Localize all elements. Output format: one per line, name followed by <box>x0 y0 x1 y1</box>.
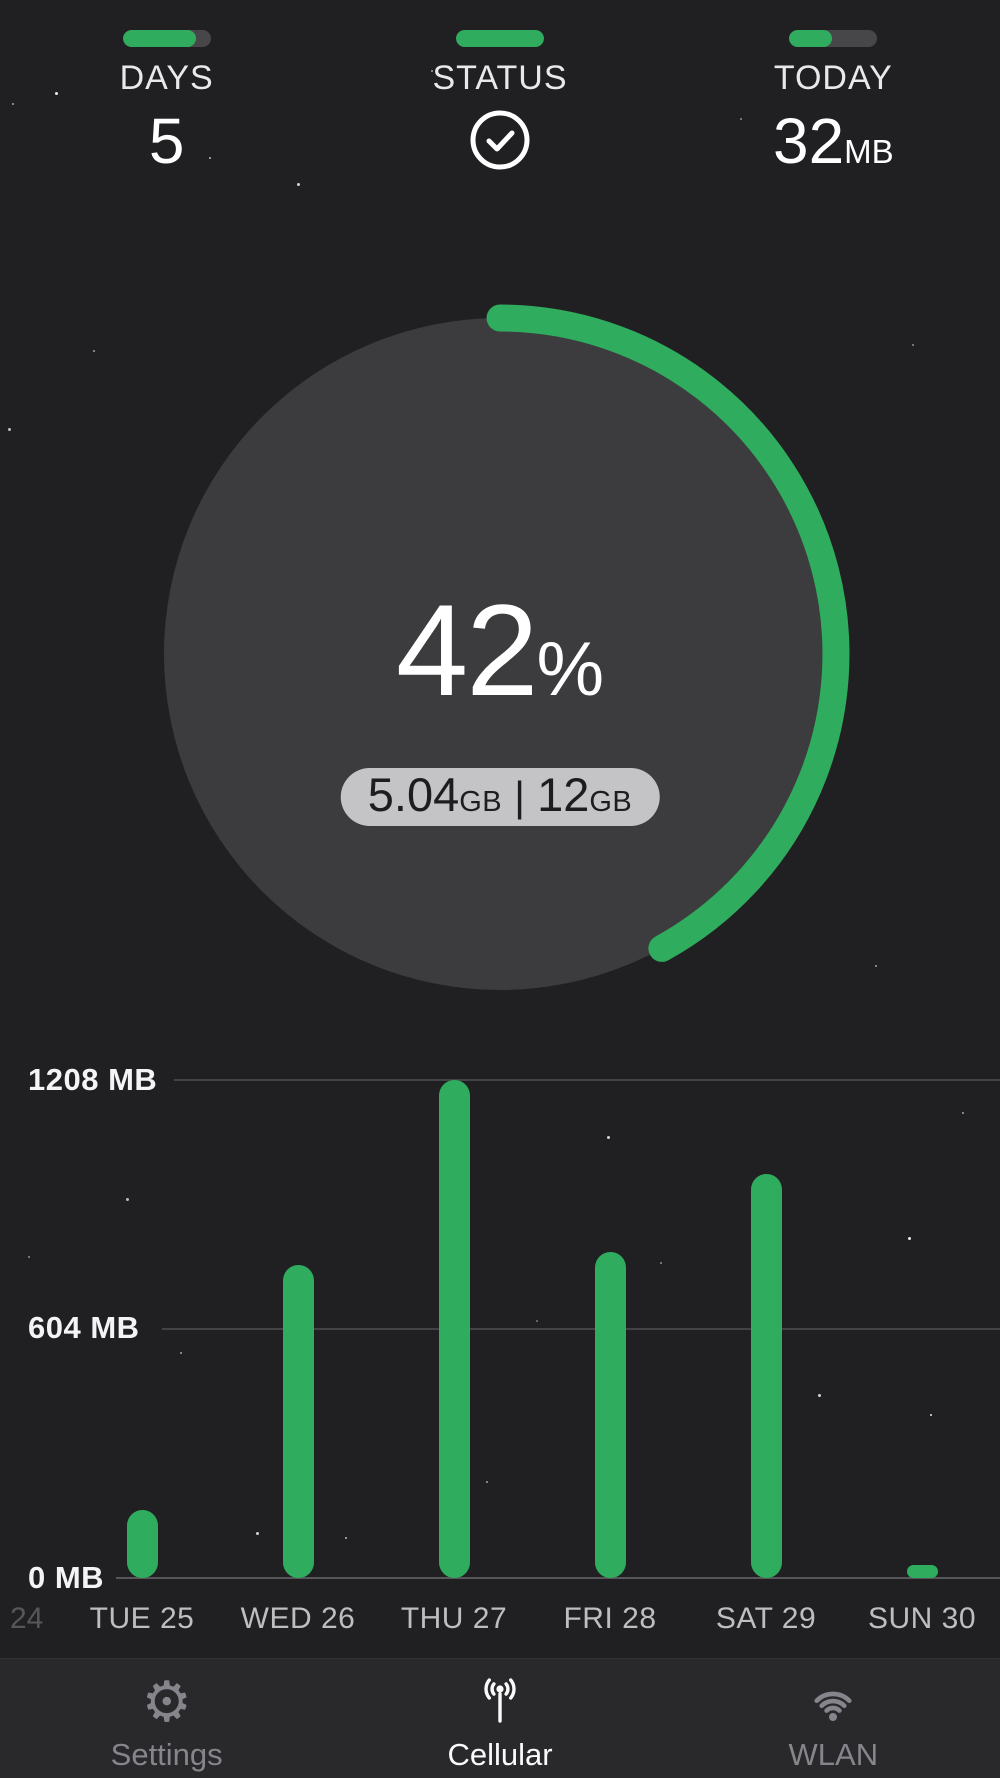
x-axis-label: SUN 30 <box>867 1602 977 1635</box>
gridline-1208mb <box>174 1079 1000 1081</box>
status-label: STATUS <box>432 59 568 97</box>
x-axis-label: SAT 29 <box>715 1602 817 1635</box>
y-axis-label-0: 0 MB <box>28 1560 105 1595</box>
gauge-disc <box>164 318 836 990</box>
x-axis-label: WED 26 <box>240 1602 356 1635</box>
usage-gauge-ring <box>164 304 850 990</box>
used-value: 5.04 <box>367 768 460 821</box>
gauge-progress-arc <box>486 304 850 962</box>
star-dot <box>93 350 95 352</box>
x-axis-edge-label-24: 24 <box>10 1602 44 1635</box>
star-dot <box>875 965 877 967</box>
stat-today: TODAY 32MB <box>667 0 1000 200</box>
bar-column-wed-26 <box>220 1080 376 1578</box>
total-unit: GB <box>589 786 633 818</box>
usage-bar <box>906 1565 938 1578</box>
bar-column-sat-29 <box>688 1080 844 1578</box>
usage-summary-pill: 5.04 GB | 12 GB <box>340 768 660 826</box>
bar-column-thu-27 <box>376 1080 532 1578</box>
pill-separator: | <box>514 773 526 820</box>
stat-status: STATUS <box>333 0 666 200</box>
x-axis-label: THU 27 <box>400 1602 508 1635</box>
gauge-percent-text: 42% <box>0 585 1000 755</box>
tab-cellular[interactable]: Cellular <box>333 1659 666 1778</box>
status-progress-track <box>455 30 544 47</box>
tab-cellular-label: Cellular <box>447 1737 553 1772</box>
today-value: 32MB <box>773 106 894 187</box>
usage-bar <box>438 1080 470 1578</box>
tab-settings-label: Settings <box>110 1737 223 1772</box>
today-progress-track <box>789 30 878 47</box>
stat-days: DAYS 5 <box>0 0 333 200</box>
days-progress-track <box>122 30 211 47</box>
tab-wlan-label: WLAN <box>788 1737 879 1772</box>
bottom-tab-bar: ⚙ Settings Cellular <box>0 1658 1000 1778</box>
days-value: 5 <box>148 105 185 177</box>
wifi-icon <box>799 1675 867 1731</box>
y-axis-label-604: 604 MB <box>28 1310 140 1345</box>
bar-column-tue-25 <box>64 1080 220 1578</box>
usage-bar <box>282 1265 314 1578</box>
bar-column-sun-30 <box>844 1080 1000 1578</box>
daily-usage-bars <box>64 1080 1000 1578</box>
today-progress-fill <box>789 30 833 47</box>
star-dot <box>912 344 914 346</box>
tab-wlan[interactable]: WLAN <box>667 1659 1000 1778</box>
gridline-604mb <box>162 1328 1000 1330</box>
star-dot <box>8 428 11 431</box>
star-dot <box>28 1256 30 1258</box>
check-circle-icon <box>468 108 532 177</box>
gear-icon: ⚙ <box>141 1670 192 1735</box>
y-axis-label-1208: 1208 MB <box>28 1062 158 1097</box>
x-axis-labels: TUE 25 WED 26 THU 27 FRI 28 SAT 29 SUN 30 <box>64 1602 1000 1636</box>
usage-bar <box>750 1174 782 1578</box>
gridline-0mb-baseline <box>116 1577 1000 1579</box>
usage-bar <box>594 1252 626 1578</box>
tab-settings[interactable]: ⚙ Settings <box>0 1659 333 1778</box>
percent-number: 42 <box>395 577 539 723</box>
today-unit: MB <box>844 133 894 170</box>
total-value: 12 <box>537 768 590 821</box>
status-progress-fill <box>455 30 544 47</box>
today-label: TODAY <box>773 59 893 97</box>
cellular-icon <box>466 1675 534 1731</box>
today-amount: 32 <box>772 105 845 177</box>
percent-symbol: % <box>536 627 605 712</box>
used-unit: GB <box>459 786 503 818</box>
usage-bar <box>126 1510 158 1578</box>
x-axis-label: FRI 28 <box>563 1602 657 1635</box>
bar-column-fri-28 <box>532 1080 688 1578</box>
days-label: DAYS <box>119 59 214 97</box>
days-progress-fill <box>122 30 196 47</box>
stats-row: DAYS 5 STATUS TODAY 32MB <box>0 0 1000 200</box>
x-axis-label: TUE 25 <box>89 1602 195 1635</box>
